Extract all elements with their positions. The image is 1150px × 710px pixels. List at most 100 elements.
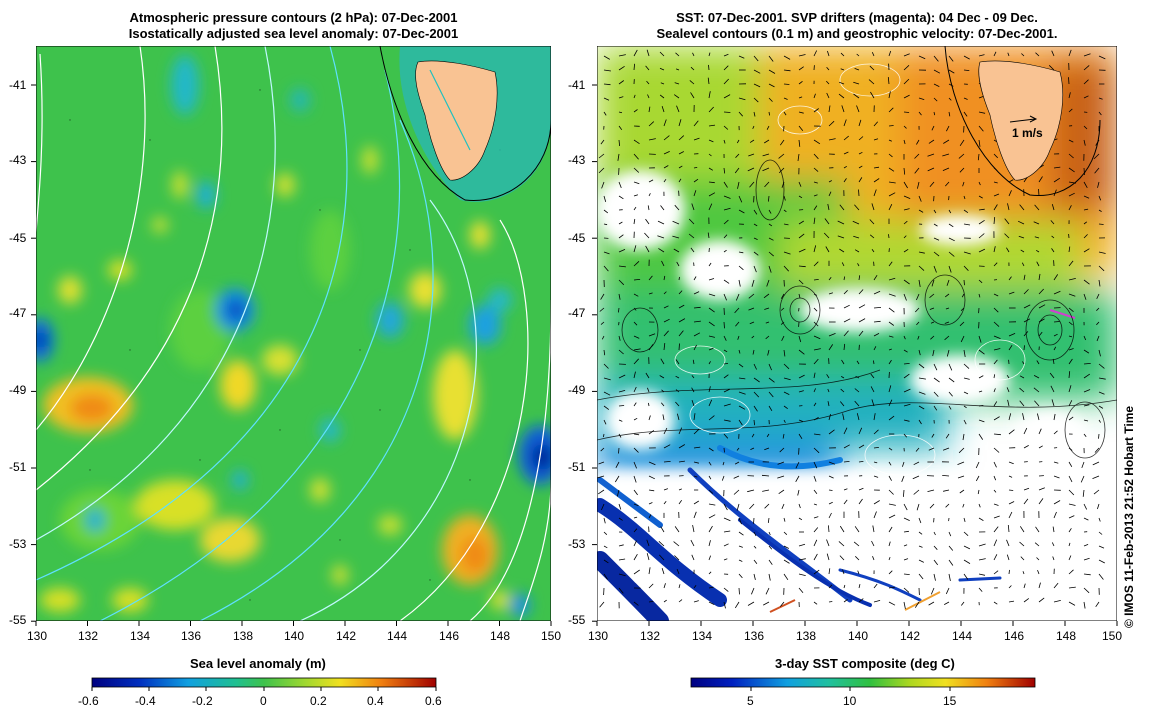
velocity-arrow <box>1006 247 1010 253</box>
velocity-arrow <box>603 265 609 272</box>
velocity-arrow <box>993 526 999 533</box>
velocity-arrow <box>693 332 701 337</box>
velocity-arrow <box>647 94 650 99</box>
velocity-arrow <box>1034 204 1040 211</box>
velocity-arrow <box>736 503 740 511</box>
velocity-arrow <box>708 203 713 211</box>
velocity-arrow <box>780 293 785 299</box>
velocity-arrow <box>871 203 875 211</box>
velocity-arrow <box>708 386 711 393</box>
velocity-arrow <box>798 390 804 393</box>
velocity-arrow <box>1083 139 1086 146</box>
velocity-arrow <box>1098 377 1106 380</box>
velocity-arrow <box>633 109 638 113</box>
velocity-arrow <box>1096 293 1100 299</box>
velocity-arrow <box>993 321 1000 327</box>
velocity-arrow <box>783 223 789 226</box>
velocity-arrow <box>1068 167 1075 173</box>
velocity-arrow <box>1020 249 1025 253</box>
velocity-arrow <box>659 375 665 379</box>
velocity-arrow <box>827 203 830 211</box>
velocity-arrow <box>813 417 819 421</box>
velocity-arrow <box>1023 331 1029 337</box>
velocity-arrow <box>618 80 625 85</box>
velocity-arrow <box>723 181 728 188</box>
velocity-arrow <box>963 573 969 580</box>
velocity-arrow <box>828 525 830 533</box>
velocity-arrow <box>1052 526 1055 533</box>
velocity-arrow <box>888 204 893 211</box>
velocity-arrow <box>993 401 998 407</box>
velocity-arrow <box>678 584 681 589</box>
sst-tick-label: 5 <box>747 694 754 708</box>
velocity-arrow <box>762 153 770 157</box>
x-tick-label: 150 <box>541 629 562 643</box>
velocity-arrow <box>678 599 683 603</box>
velocity-arrow <box>734 307 740 314</box>
velocity-arrow <box>1022 361 1025 365</box>
velocity-arrow <box>813 321 819 327</box>
velocity-arrow <box>762 474 770 477</box>
velocity-arrow <box>813 601 818 605</box>
velocity-arrow <box>873 189 877 197</box>
left-title-line2: Isostatically adjusted sea level anomaly… <box>128 26 459 41</box>
x-tick-label: 136 <box>181 629 202 643</box>
velocity-arrow <box>978 208 985 211</box>
velocity-arrow <box>673 248 680 253</box>
velocity-arrow <box>723 517 731 522</box>
velocity-arrow <box>735 293 740 301</box>
velocity-arrow <box>873 178 880 183</box>
velocity-arrow <box>1051 235 1055 239</box>
velocity-arrow <box>963 209 969 214</box>
velocity-arrow <box>737 181 740 189</box>
velocity-arrow <box>948 545 954 551</box>
velocity-arrow <box>872 556 875 561</box>
velocity-arrow <box>1098 349 1101 357</box>
velocity-arrow <box>825 246 830 253</box>
velocity-arrow <box>1007 399 1010 407</box>
velocity-arrow <box>1068 108 1073 113</box>
velocity-arrow <box>826 539 830 547</box>
x-tick-label: 144 <box>387 629 408 643</box>
velocity-arrow <box>975 475 980 482</box>
x-tick-label: 138 <box>233 629 254 643</box>
velocity-arrow <box>858 119 862 127</box>
velocity-arrow <box>993 433 1001 436</box>
velocity-arrow <box>918 363 925 369</box>
velocity-arrow <box>723 349 728 353</box>
velocity-arrow <box>1038 188 1040 197</box>
velocity-arrow <box>692 359 695 365</box>
velocity-arrow <box>1068 542 1071 547</box>
velocity-arrow <box>813 372 816 379</box>
velocity-arrow <box>633 528 638 533</box>
velocity-arrow <box>1068 348 1074 351</box>
velocity-arrow <box>600 447 605 452</box>
velocity-arrow <box>993 348 1001 351</box>
velocity-arrow <box>1053 274 1059 281</box>
velocity-arrow <box>753 237 758 240</box>
velocity-arrow <box>918 97 925 100</box>
velocity-arrow <box>903 433 908 438</box>
velocity-arrow <box>1098 279 1101 287</box>
velocity-arrow <box>948 377 955 383</box>
velocity-arrow <box>813 108 819 113</box>
velocity-arrow <box>871 540 875 547</box>
velocity-arrow <box>618 139 620 147</box>
velocity-arrow <box>798 125 804 132</box>
velocity-scale-label: 1 m/s <box>1012 126 1043 140</box>
velocity-arrow <box>798 279 804 285</box>
velocity-arrow <box>708 399 713 407</box>
velocity-arrow <box>1098 517 1101 522</box>
velocity-arrow <box>633 461 637 469</box>
velocity-arrow <box>963 251 971 255</box>
velocity-arrow <box>633 307 637 311</box>
velocity-arrow <box>599 601 605 608</box>
velocity-arrow <box>1051 248 1055 253</box>
velocity-arrow <box>633 63 635 71</box>
velocity-arrow <box>723 167 726 174</box>
velocity-arrow <box>963 517 966 523</box>
velocity-arrow <box>903 125 907 129</box>
velocity-arrow <box>633 569 640 575</box>
velocity-arrow <box>768 69 776 74</box>
velocity-arrow <box>993 539 998 547</box>
